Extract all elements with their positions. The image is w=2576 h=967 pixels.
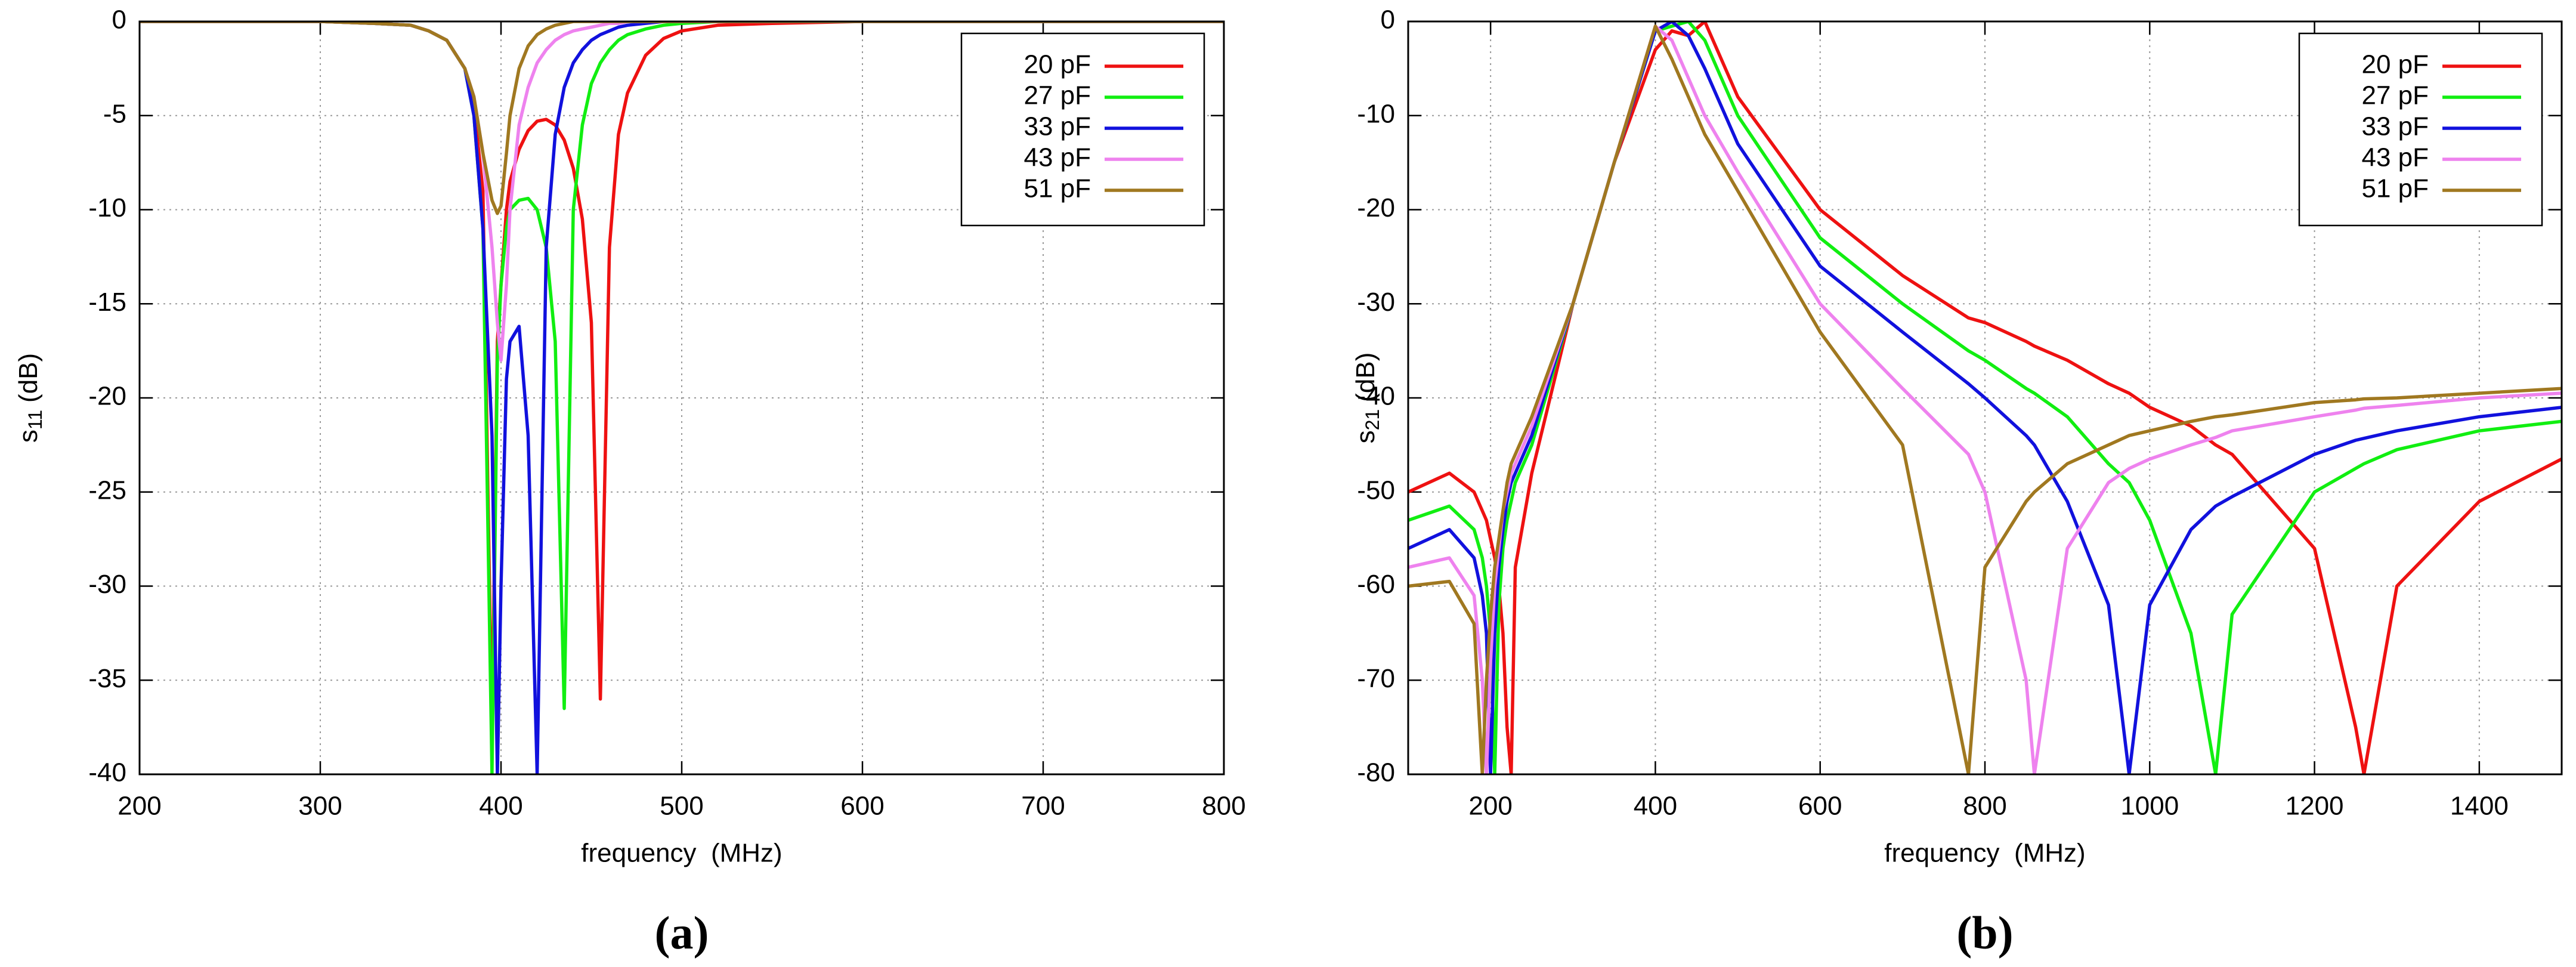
legend-label: 43 pF: [2361, 143, 2429, 172]
legend-label: 51 pF: [2361, 174, 2429, 203]
chart: 0 -5 -10 -15 -20 -25 -30 -35 -40 200 300 400 500 600 7…: [14, 5, 1246, 959]
plot-lines: [1408, 21, 2562, 774]
y-axis-label: s21 (dB): [1351, 353, 1384, 444]
y-label-sub: 11: [24, 410, 46, 430]
series-line: [1408, 24, 2562, 774]
x-tick-label: 700: [1021, 792, 1065, 821]
x-tick-label: 800: [1202, 792, 1245, 821]
x-tick-label: 300: [298, 792, 342, 821]
x-tick-label: 600: [1798, 792, 1842, 821]
legend-label: 33 pF: [2361, 112, 2429, 141]
plot-frame: [1407, 20, 2563, 776]
y-label-sub: 21: [1362, 409, 1383, 431]
y-tick-label: -20: [88, 382, 126, 411]
y-tick-label: -60: [1357, 570, 1395, 599]
legend-label: 51 pF: [1023, 174, 1091, 203]
y-tick-label: 0: [1381, 5, 1395, 35]
x-tick-label: 400: [479, 792, 522, 821]
y-label-main: s: [1351, 430, 1380, 443]
x-tick-label: 1400: [2450, 792, 2509, 821]
y-label-main: s: [14, 430, 43, 443]
series-line: [140, 21, 1224, 215]
y-tick-label: -40: [1357, 382, 1395, 411]
series-line: [1408, 21, 2562, 774]
y-tick-label: -40: [88, 758, 126, 787]
x-tick-label: 600: [840, 792, 884, 821]
series-line: [1408, 24, 2562, 774]
y-tick-label: -35: [88, 664, 126, 693]
x-axis-label: frequency (MHz): [1884, 839, 2085, 868]
caption: (a): [655, 907, 709, 959]
legend-label: 27 pF: [2361, 81, 2429, 110]
y-axis-label: s11 (dB): [14, 353, 47, 443]
x-axis-label: frequency (MHz): [581, 839, 782, 868]
y-tick-label: -10: [88, 193, 126, 223]
y-tick-label: -70: [1357, 664, 1395, 693]
y-label-unit: (dB): [1351, 353, 1380, 402]
x-tick-label: 200: [117, 792, 161, 821]
x-tick-label: 500: [660, 792, 703, 821]
y-label-unit: (dB): [14, 353, 43, 403]
y-tick-label: -20: [1357, 193, 1395, 223]
legend-label: 33 pF: [1023, 112, 1091, 141]
series-line: [1408, 21, 2562, 774]
x-tick-label: 1200: [2286, 792, 2344, 821]
plot-frame: [138, 20, 1225, 776]
legend-label: 43 pF: [1023, 143, 1091, 172]
y-tick-label: -30: [88, 570, 126, 599]
caption: (b): [1956, 907, 2013, 959]
legend-label: 20 pF: [1023, 50, 1091, 79]
y-tick-label: -30: [1357, 288, 1395, 317]
chart: 0 -10 -20 -30 -40 -50 -60 -70 -80 200 400 600 800 100…: [1351, 5, 2563, 959]
plot-lines: [140, 21, 1224, 774]
x-tick-label: 1000: [2120, 792, 2179, 821]
y-tick-label: -5: [103, 99, 126, 128]
x-tick-label: 400: [1634, 792, 1677, 821]
y-tick-label: -25: [88, 475, 126, 505]
legend-label: 20 pF: [2361, 50, 2429, 79]
legend-label: 27 pF: [1023, 81, 1091, 110]
y-tick-label: 0: [112, 5, 126, 35]
y-tick-label: -50: [1357, 475, 1395, 505]
x-tick-label: 800: [1963, 792, 2006, 821]
x-tick-label: 200: [1468, 792, 1512, 821]
y-tick-label: -10: [1357, 99, 1395, 128]
y-tick-label: -80: [1357, 758, 1395, 787]
y-tick-label: -15: [88, 288, 126, 317]
